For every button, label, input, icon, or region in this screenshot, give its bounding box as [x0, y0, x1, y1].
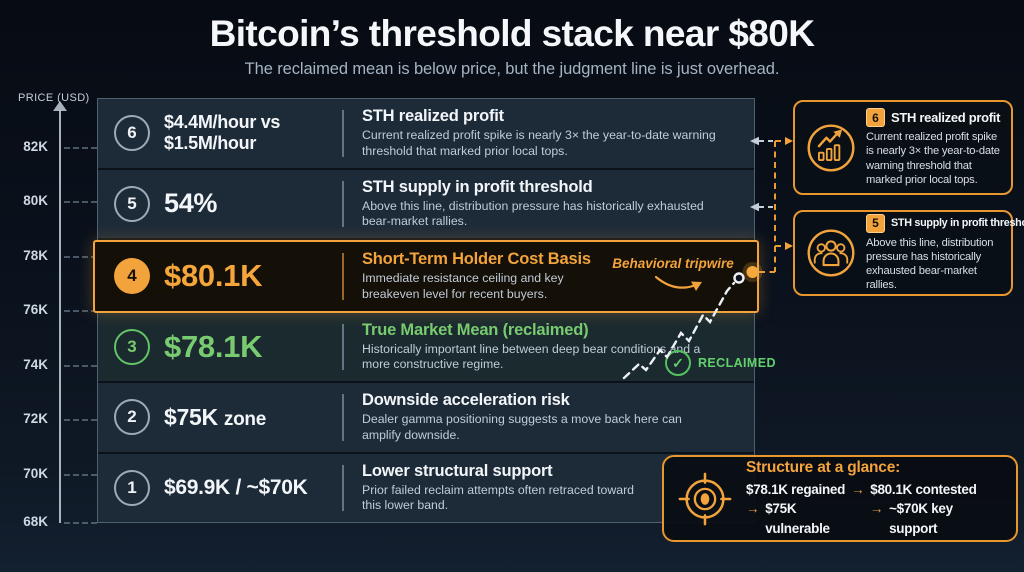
- threshold-row-1: 1 $69.9K / ~$70K Lower structural suppor…: [98, 453, 754, 522]
- threshold-row-2: 2 $75K zone Downside acceleration risk D…: [98, 383, 754, 454]
- row-divider: [342, 110, 344, 157]
- row-divider: [342, 323, 344, 370]
- callout-card-sth-supply: 5 STH supply in profit threshold Above t…: [793, 210, 1024, 296]
- threshold-stack: 6 $4.4M/hour vs $1.5M/hour STH realized …: [93, 98, 759, 523]
- arrow-icon: →: [869, 501, 884, 517]
- axis-label: PRICE (USD): [18, 92, 90, 104]
- threshold-title: True Market Mean (reclaimed): [362, 320, 589, 339]
- axis-gridline: [64, 201, 97, 203]
- reclaimed-badge: ✓ RECLAIMED: [665, 350, 776, 376]
- rank-badge: 2: [114, 399, 150, 436]
- arrow-icon: →: [851, 481, 865, 497]
- row-divider: [342, 394, 344, 441]
- callout-title: STH realized profit: [891, 110, 1001, 126]
- threshold-desc: Prior failed reclaim attempts often retr…: [362, 482, 635, 513]
- row-divider: [342, 180, 344, 227]
- axis-tick: 74K: [23, 357, 48, 372]
- check-icon: ✓: [665, 350, 691, 376]
- threshold-desc: Historically important line between deep…: [362, 341, 701, 372]
- threshold-row-3-reclaimed: 3 $78.1K True Market Mean (reclaimed) Hi…: [98, 312, 754, 383]
- page-subtitle: The reclaimed mean is below price, but t…: [244, 60, 780, 78]
- axis-line: [59, 110, 61, 523]
- behavioral-tripwire-label: Behavioral tripwire: [612, 256, 734, 271]
- callout-desc: Current realized profit spike is nearly …: [866, 131, 1000, 186]
- page-title: Bitcoin’s threshold stack near $80K: [209, 13, 815, 54]
- rank-badge: 4: [114, 258, 150, 295]
- threshold-desc: Dealer gamma positioning suggests a move…: [362, 412, 682, 442]
- rank-badge: 6: [114, 115, 150, 152]
- glance-title: Structure at a glance:: [746, 458, 901, 476]
- threshold-value: $80.1K: [164, 258, 263, 294]
- rank-badge: 3: [114, 328, 150, 365]
- threshold-title: Downside acceleration risk: [362, 391, 570, 410]
- trend-chart-icon: [805, 122, 857, 174]
- glance-line-2: → $75K vulnerable → ~$70K key support: [746, 499, 1004, 538]
- callout-card-sth-realized-profit: 6 STH realized profit Current realized p…: [793, 100, 1013, 195]
- threshold-title: Short-Term Holder Cost Basis: [362, 250, 591, 269]
- axis-gridline: [64, 474, 97, 476]
- people-icon: [805, 227, 857, 279]
- row-divider: [342, 464, 344, 511]
- row-divider: [342, 253, 344, 300]
- threshold-value: 54%: [164, 188, 218, 219]
- axis-gridline: [64, 419, 97, 421]
- callout-rank-badge: 5: [866, 213, 885, 233]
- threshold-value: $69.9K / ~$70K: [164, 475, 308, 499]
- axis-gridline: [64, 365, 97, 367]
- threshold-value: $75K zone: [164, 403, 266, 430]
- threshold-row-4-highlighted: 4 $80.1K Short-Term Holder Cost Basis Im…: [93, 240, 759, 313]
- threshold-desc: Immediate resistance ceiling and key bre…: [362, 271, 564, 301]
- threshold-desc: Above this line, distribution pressure h…: [362, 198, 704, 229]
- threshold-value: $4.4M/hour vs $1.5M/hour: [164, 112, 281, 154]
- threshold-row-5: 5 54% STH supply in profit threshold Abo…: [98, 169, 754, 240]
- axis-tick: 76K: [23, 302, 48, 317]
- axis-tick: 82K: [23, 139, 48, 154]
- arrow-icon: →: [746, 501, 760, 517]
- axis-gridline: [64, 256, 97, 258]
- axis-gridline: [64, 310, 97, 312]
- threshold-desc: Current realized profit spike is nearly …: [362, 128, 716, 158]
- threshold-row-6: 6 $4.4M/hour vs $1.5M/hour STH realized …: [98, 99, 754, 170]
- callout-title: STH supply in profit threshold: [891, 217, 1024, 230]
- axis-tick: 70K: [23, 466, 48, 481]
- callout-desc: Above this line, distribution pressure h…: [866, 236, 994, 292]
- rank-badge: 1: [114, 469, 150, 506]
- axis-tick: 68K: [23, 514, 48, 529]
- axis-gridline: [64, 147, 97, 149]
- structure-glance-card: Structure at a glance: $78.1K regained → $…: [662, 455, 1018, 542]
- threshold-title: STH realized profit: [362, 107, 504, 126]
- axis-tick: 80K: [23, 193, 48, 208]
- reclaimed-label: RECLAIMED: [698, 356, 776, 370]
- threshold-value: $78.1K: [164, 328, 263, 364]
- axis-tick: 78K: [23, 248, 48, 263]
- target-icon: [676, 470, 734, 528]
- callout-rank-badge: 6: [866, 108, 885, 128]
- threshold-title: STH supply in profit threshold: [362, 177, 593, 196]
- rank-badge: 5: [114, 185, 150, 222]
- threshold-title: Lower structural support: [362, 461, 553, 480]
- glance-line-1: $78.1K regained → $80.1K contested: [746, 480, 1004, 500]
- axis-gridline: [64, 522, 97, 524]
- axis-tick: 72K: [23, 411, 48, 426]
- axis-arrow-up-icon: [53, 101, 67, 111]
